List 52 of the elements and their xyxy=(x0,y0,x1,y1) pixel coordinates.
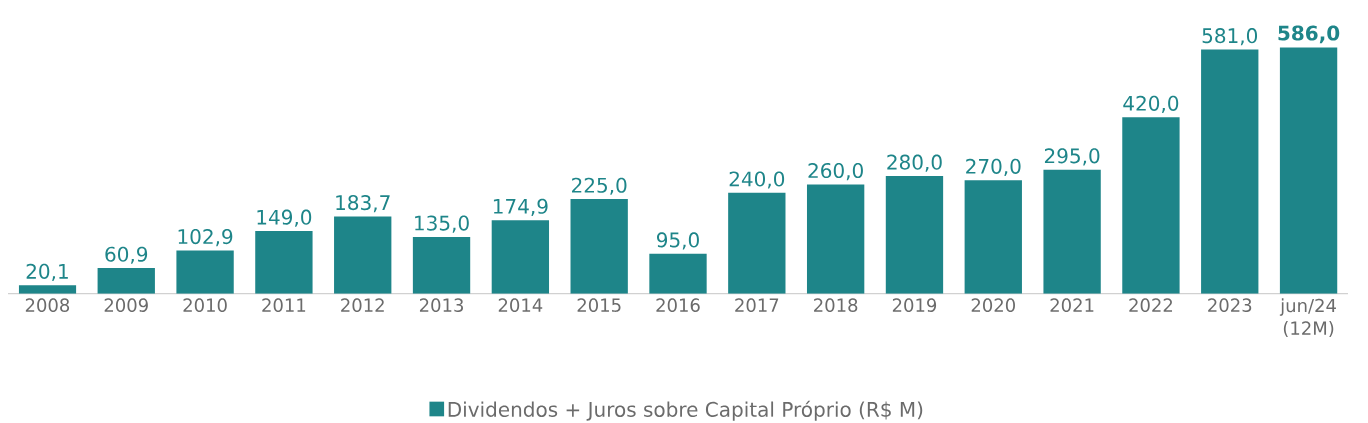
data-label: 240,0 xyxy=(729,171,785,189)
bar xyxy=(885,176,944,294)
bar xyxy=(1122,117,1180,294)
bar xyxy=(806,184,865,294)
x-tick-label: 2023 xyxy=(1208,298,1252,313)
bar xyxy=(1043,169,1101,294)
bar xyxy=(491,220,550,294)
bar xyxy=(728,192,786,294)
data-label: 60,9 xyxy=(105,246,148,264)
bar xyxy=(255,231,313,294)
data-label: 149,0 xyxy=(257,209,312,227)
data-label: 135,0 xyxy=(415,215,469,233)
x-tick-label: 2018 xyxy=(814,298,858,313)
x-tick-label: 2022 xyxy=(1129,298,1173,313)
x-tick-label: 2016 xyxy=(656,298,700,313)
data-label: 225,0 xyxy=(572,177,627,196)
x-tick-label: 2009 xyxy=(104,298,148,313)
bar xyxy=(176,250,234,294)
data-label: 102,9 xyxy=(178,229,233,247)
data-label: 581,0 xyxy=(1202,28,1258,46)
data-label: 95,0 xyxy=(656,232,699,250)
bar xyxy=(964,180,1022,294)
x-tick-label: 2020 xyxy=(971,298,1015,313)
bar xyxy=(412,237,471,294)
data-label: 174,9 xyxy=(493,198,548,217)
x-tick-label: jun/24 (12M) xyxy=(1279,298,1336,338)
x-tick-label: 2017 xyxy=(735,298,779,313)
x-tick-label: 2008 xyxy=(25,298,70,313)
bar xyxy=(1279,47,1338,294)
x-tick-label: 2014 xyxy=(498,298,543,313)
bar xyxy=(18,285,77,294)
data-label: 20,1 xyxy=(26,263,68,282)
data-label: 586,0 xyxy=(1278,25,1340,44)
bar xyxy=(1201,49,1259,294)
bar xyxy=(334,216,392,294)
data-label: 280,0 xyxy=(887,154,942,172)
data-label: 420,0 xyxy=(1123,95,1179,114)
legend-label: Dividendos + Juros sobre Capital Próprio (R$ M) xyxy=(448,400,923,421)
x-tick-label: 2015 xyxy=(577,298,621,313)
bar xyxy=(97,268,155,294)
x-tick-label: 2012 xyxy=(341,298,384,313)
data-label: 270,0 xyxy=(966,158,1021,177)
x-tick-label: 2021 xyxy=(1050,298,1094,313)
data-label: 295,0 xyxy=(1044,148,1100,166)
bar xyxy=(649,253,707,294)
x-tick-label: 2019 xyxy=(892,298,937,313)
x-tick-label: 2011 xyxy=(262,298,306,313)
data-label: 260,0 xyxy=(808,163,863,181)
x-tick-label: 2010 xyxy=(183,298,227,313)
x-tick-label: 2013 xyxy=(419,298,463,313)
data-label: 183,7 xyxy=(336,195,390,213)
bar xyxy=(570,199,628,294)
